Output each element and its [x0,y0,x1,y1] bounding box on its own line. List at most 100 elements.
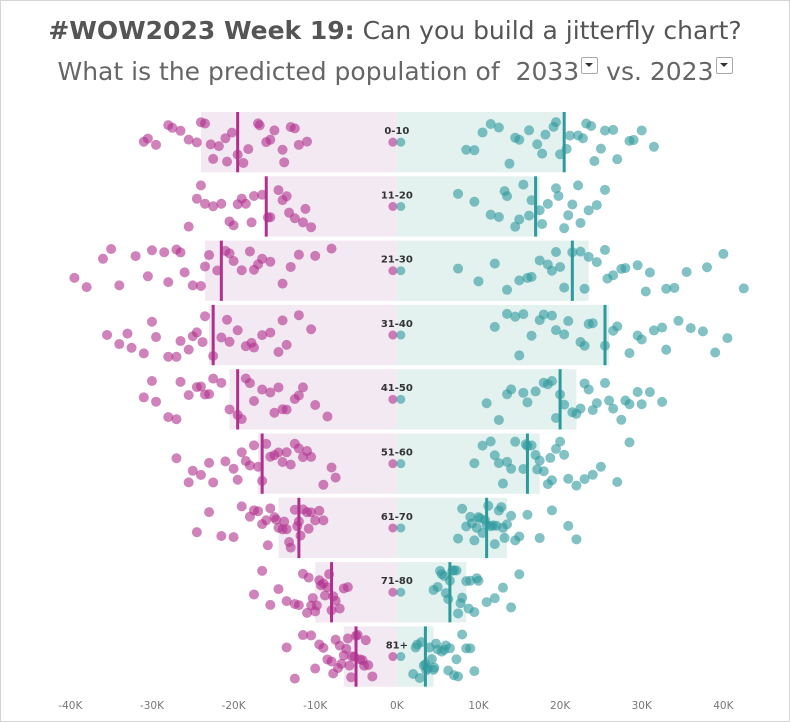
right-data-point [644,267,655,278]
left-data-point [303,523,314,534]
right-data-point [469,535,480,546]
left-data-point [183,390,194,401]
right-data-point [451,565,462,576]
right-data-point [453,533,464,544]
right-data-point [636,399,647,410]
left-data-point [238,157,249,168]
right-center-point [396,587,406,597]
right-data-point [530,386,541,397]
left-data-point [208,153,219,164]
right-data-point [599,125,610,136]
left-data-point [106,243,117,254]
right-center-point [396,459,406,469]
left-data-point [271,514,282,525]
left-data-point [191,527,202,538]
age-group-label: 71-80 [381,576,413,587]
right-data-point [640,286,651,297]
right-data-point [431,638,442,649]
right-center-point [396,137,406,147]
right-data-point [710,347,721,358]
left-data-point [265,327,276,338]
left-data-point [191,137,202,148]
right-data-point [489,258,500,269]
left-data-point [277,315,288,326]
left-data-point [97,253,108,264]
left-data-point [306,507,317,518]
right-data-point [551,183,562,194]
right-data-point [518,387,529,398]
left-data-point [311,600,322,611]
left-data-point [175,247,186,258]
left-data-point [273,346,284,357]
right-data-point [612,476,623,487]
left-data-point [295,530,306,541]
left-data-point [265,134,276,145]
right-data-point [644,387,655,398]
right-data-point [534,255,545,266]
right-data-point [657,322,668,333]
year-b-dropdown-icon[interactable] [715,57,733,74]
title-bold: #WOW2023 Week 19: [48,16,355,45]
left-data-point [367,671,378,682]
left-data-point [342,633,353,644]
left-data-point [122,328,133,339]
right-data-point [575,246,586,257]
right-data-point [471,573,482,584]
left-band-bar [205,240,397,301]
right-data-point [628,134,639,145]
left-data-point [279,157,290,168]
right-data-point [489,450,500,461]
left-data-point [257,384,268,395]
right-data-point [506,463,517,474]
page-subtitle: What is the predicted population of 2033… [0,55,790,88]
left-data-point [254,120,265,131]
left-data-point [261,438,272,449]
left-data-point [204,457,215,468]
right-data-point [493,458,504,469]
right-data-point [669,282,680,293]
right-data-point [469,145,480,156]
left-center-point [388,587,398,597]
left-data-point [228,463,239,474]
right-data-point [461,144,472,155]
right-data-point [489,593,500,604]
left-data-point [307,593,318,604]
right-data-point [551,117,562,128]
left-data-point [285,459,296,470]
left-data-point [220,456,231,467]
left-data-point [310,515,321,526]
left-data-point [204,507,215,518]
left-data-point [265,256,276,267]
left-data-point [289,123,300,134]
left-data-point [277,195,288,206]
left-data-point [257,330,268,341]
right-data-point [575,217,586,228]
right-data-point [632,330,643,341]
left-data-point [277,404,288,415]
left-data-point [171,414,182,425]
year-a-dropdown-icon[interactable] [581,57,599,74]
left-data-point [293,390,304,401]
right-data-point [477,127,488,138]
right-data-point [567,199,578,210]
left-data-point [273,584,284,595]
left-data-point [236,414,247,425]
left-data-point [220,133,231,144]
age-group-label: 11-20 [381,190,413,201]
right-data-point [563,520,574,531]
age-group-label: 21-30 [381,255,413,266]
right-data-point [551,247,562,258]
right-data-point [616,414,627,425]
left-data-point [216,198,227,209]
right-data-point [579,378,590,389]
right-data-point [587,405,598,416]
right-data-point [526,330,537,341]
right-data-point [685,323,696,334]
left-data-point [102,329,113,340]
right-data-point [485,118,496,129]
left-data-point [281,447,292,458]
right-data-point [624,437,635,448]
left-data-point [277,144,288,155]
left-data-point [212,265,223,276]
